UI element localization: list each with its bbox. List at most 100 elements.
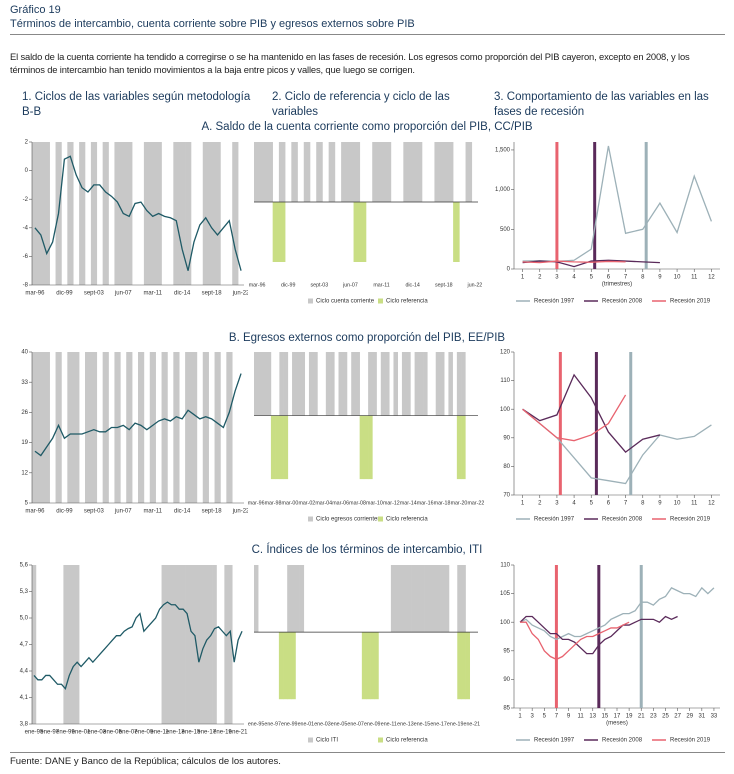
- x-tick-label: jun-07: [114, 509, 132, 515]
- x-tick-label: 6: [607, 501, 611, 507]
- cycle-bar: [444, 565, 450, 633]
- x-tick-label: mar-00: [282, 500, 299, 506]
- legend-label: Recesión 1997: [534, 517, 575, 523]
- x-tick-label: ene-95: [25, 730, 44, 736]
- legend-label: Recesión 2019: [670, 738, 711, 744]
- x-tick-label: 1: [521, 501, 525, 507]
- x-tick-label: sept-03: [84, 509, 105, 515]
- cycle-bar: [414, 352, 420, 416]
- x-tick-label: ene-19: [447, 721, 464, 727]
- cycle-bar: [448, 352, 453, 416]
- x-tick-label: mar-20: [451, 500, 468, 506]
- shade-band: [232, 142, 239, 285]
- cycle-bar: [266, 142, 273, 202]
- cycle-bar: [338, 352, 344, 416]
- y-tick-label: 3,8: [20, 722, 29, 728]
- x-tick-label: 17: [614, 714, 621, 720]
- figure-title: Términos de intercambio, cuenta corrient…: [10, 18, 725, 35]
- cycle-bar: [401, 352, 407, 416]
- cycle-bar: [328, 142, 336, 202]
- cycle-bar: [341, 142, 348, 202]
- x-tick-label: 8: [641, 501, 645, 507]
- cycle-bar: [457, 632, 462, 700]
- cycle-bar: [363, 415, 369, 480]
- x-tick-label: ene-01: [298, 721, 315, 727]
- cycle-bar: [278, 202, 286, 262]
- cycle-bar: [342, 352, 348, 416]
- shade-band: [102, 352, 109, 503]
- x-tick-label: 11: [578, 714, 585, 720]
- cycle-bar: [325, 352, 331, 416]
- x-tick-label: 9: [567, 714, 571, 720]
- shade-band: [165, 565, 170, 724]
- y-tick-label: 5,0: [20, 616, 29, 622]
- cycle-bar: [291, 142, 298, 202]
- x-tick-label: mar-11: [373, 282, 389, 288]
- cycle-bar: [275, 415, 280, 480]
- shade-band: [126, 142, 133, 285]
- shade-band: [173, 142, 180, 285]
- cycle-bar: [361, 632, 367, 700]
- y-tick-label: 90: [503, 677, 510, 683]
- shade-band: [212, 565, 217, 724]
- cycle-bar: [399, 565, 404, 633]
- legend-swatch: [308, 737, 313, 743]
- x-tick-label: 6: [607, 275, 611, 281]
- cycle-bar: [406, 352, 411, 416]
- legend-swatch: [308, 298, 313, 304]
- series-line: [522, 260, 626, 264]
- x-tick-label: jun-22: [467, 282, 483, 288]
- shade-band: [204, 565, 209, 724]
- x-tick-label: ene-03: [314, 721, 331, 727]
- x-tick-label: 3: [555, 501, 559, 507]
- shade-band: [71, 565, 76, 724]
- y-tick-label: 85: [503, 706, 510, 712]
- cycle-bar: [283, 352, 289, 416]
- y-tick-label: 12: [21, 470, 28, 476]
- legend-swatch: [378, 298, 383, 304]
- x-tick-label: dic-99: [281, 282, 295, 288]
- shade-band: [208, 565, 213, 724]
- cycle-bar: [279, 415, 284, 480]
- series-line: [520, 621, 630, 661]
- x-tick-label: dic-99: [56, 291, 73, 297]
- cycle-bar: [424, 565, 429, 633]
- shade-band: [32, 565, 37, 724]
- x-tick-label: sept-03: [84, 291, 105, 297]
- cycle-bar: [299, 565, 305, 633]
- shade-band: [169, 565, 174, 724]
- cycle-bar: [372, 142, 379, 202]
- x-tick-label: dic-14: [174, 509, 191, 515]
- cycle-bar: [283, 632, 288, 700]
- cycle-bar: [291, 565, 296, 633]
- section-title: C. Índices de los términos de intercambi…: [251, 544, 483, 556]
- cycle-bar: [434, 142, 441, 202]
- x-tick-label: 11: [691, 275, 698, 281]
- shade-band: [185, 142, 192, 285]
- chart: Ciclo cuenta corriente Ciclo referencia ma…: [249, 142, 483, 305]
- cycle-bar: [407, 565, 412, 633]
- x-tick-label: 12: [708, 501, 715, 507]
- x-tick-label: mar-14: [400, 500, 417, 506]
- x-tick-label: ene-11: [150, 730, 169, 736]
- y-tick-label: 33: [21, 380, 28, 386]
- cycle-bar: [436, 565, 441, 633]
- series-line: [522, 408, 712, 485]
- cycle-bar: [287, 632, 292, 700]
- y-tick-label: 0: [507, 267, 511, 273]
- cycle-bar: [330, 352, 335, 416]
- x-tick-label: 15: [602, 714, 609, 720]
- x-tick-label: 3: [531, 714, 535, 720]
- x-tick-label: ene-01: [72, 730, 91, 736]
- x-tick-label: mar-16: [417, 500, 434, 506]
- legend-label: Ciclo referencia: [386, 299, 428, 305]
- x-axis-label: (meses): [606, 721, 628, 727]
- legend-label: Recesión 2019: [670, 299, 711, 305]
- cycle-bar: [403, 142, 410, 202]
- y-tick-label: -4: [23, 225, 29, 231]
- x-tick-label: 7: [624, 501, 628, 507]
- cycle-bar: [347, 142, 354, 202]
- x-tick-label: mar-96: [249, 282, 266, 288]
- y-tick-label: 70: [503, 493, 510, 499]
- cycle-bar: [465, 632, 471, 700]
